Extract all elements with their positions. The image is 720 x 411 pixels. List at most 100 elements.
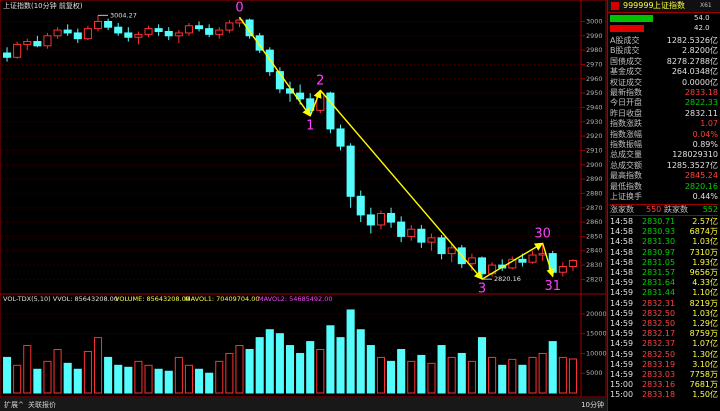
quote-value: 0.04% [692,129,718,139]
quote-row: 总成交额 1285.3527亿 [610,161,718,171]
candle-body [407,228,416,237]
trade-price: 2832.17 [642,329,676,339]
volume-bar [447,356,456,394]
candle-body [397,221,406,237]
trade-price: 2833.18 [642,390,676,400]
tab[interactable]: 关联报价 [28,400,56,409]
quote-label: 昨日收盘 [610,108,642,118]
volume-bar [326,325,335,394]
quote-row: 权证成交 0.0000亿 [610,78,718,88]
quote-value: 2.8200亿 [682,46,718,56]
trade-row: 15:00 2833.16 7681万 [610,380,718,390]
candle-body [93,20,103,30]
trade-row: 14:59 2833.19 3.10亿 [610,360,718,370]
candle-body [13,43,22,58]
trade-volume: 8759万 [689,329,718,339]
trade-row: 15:00 2833.18 1.50亿 [610,390,718,400]
volume-bar [285,345,295,394]
candle-body [124,32,133,38]
trade-time: 14:59 [610,319,634,328]
quote-value: 128029310 [672,150,718,160]
y-tick-label: 2950 [586,89,603,97]
name: 上证指数 [653,1,685,10]
trade-row: 14:59 2831.44 1.10亿 [610,288,718,298]
trade-row: 14:59 2832.50 1.03亿 [610,309,718,319]
quote-label: 最低指数 [610,181,642,191]
trade-time: 14:59 [610,339,634,349]
volume-bar [255,337,264,394]
candle-body [437,237,446,255]
quote-row: 最高指数 2845.24 [610,171,718,181]
y-tick-label: 2920 [586,132,603,140]
trade-price: 2830.97 [642,247,676,257]
quote-value: 264.0348亿 [671,67,718,77]
trade-volume: 8219万 [689,298,718,308]
trade-price: 2832.50 [642,308,676,318]
wave-label: 31 [544,279,561,294]
wave-arrow [309,89,322,117]
candle-body [174,32,183,37]
volume-bar [376,356,385,394]
candle-body [43,35,52,47]
trade-price: 2830.93 [642,227,676,237]
breadth-value: 552 [702,205,718,214]
quote-label: 上证换手 [610,192,642,201]
trade-price: 2831.30 [642,237,676,247]
trade-price: 2832.50 [642,319,676,328]
trade-row: 14:58 2830.97 7310万 [610,248,718,258]
trade-price: 2831.57 [642,268,676,277]
mavol1-label: MAVOL1: 70409704.00 [185,295,260,303]
quote-row: 指数振幅 0.89% [610,140,718,150]
volume-frame [0,293,607,398]
trade-volume: 1.50亿 [692,390,718,400]
volume-bar [3,356,12,394]
trade-price: 2833.19 [642,359,676,369]
y-tick-label: 2830 [586,261,603,269]
candle-body [467,257,476,265]
mavol2-label: MAVOL2: 54685492.00 [258,295,333,303]
quote-label: 今日开盘 [610,98,642,108]
volume-bar [13,364,22,394]
candle-body [225,22,234,31]
y-tick-label: 15000 [586,330,607,338]
trade-time: 14:58 [610,257,634,267]
quote-label: 指数振幅 [610,140,642,149]
trade-volume: 4.33亿 [692,278,718,288]
quote-label: 总成交量 [610,150,642,160]
candle-body [336,128,345,147]
trade-row: 14:59 2832.37 1.07亿 [610,339,718,349]
volume-bar [53,349,62,394]
wave-arrow [238,16,311,117]
candle-body [53,29,62,37]
volume-bar [477,337,487,394]
candle-body [427,237,436,243]
volume-bar [124,366,133,394]
volume-bar [467,360,476,394]
volume-bar [306,341,315,394]
trade-row: 14:59 2831.64 4.33亿 [610,278,718,288]
quote-row: 上证换手 0.44% [610,192,718,202]
volume-bar [73,368,82,394]
breadth-row: 涨家数 550 跌家数 552 [610,204,718,216]
y-tick-label: 2980 [586,46,603,54]
volume-bar [528,356,537,394]
volume-bar [195,368,204,394]
candle-body [255,35,264,51]
trade-price: 2831.64 [642,278,676,288]
candle-body [144,28,153,35]
y-tick-label: 2910 [586,146,603,154]
trade-volume: 1.29亿 [692,319,718,328]
y-tick-label: 20000 [586,310,607,318]
trade-price: 2830.71 [642,217,676,226]
tab[interactable]: 扩展^ [4,400,24,409]
volume-bar [518,364,527,394]
volume-bar [356,329,365,394]
trade-row: 14:58 2831.05 1.93亿 [610,258,718,268]
quote-value: 2845.24 [684,171,718,181]
volume-bar [538,352,547,394]
volume-bar [215,360,224,394]
volume-bar [558,356,567,394]
y-tick-label: 3000 [586,17,603,25]
trade-price: 2831.44 [642,288,676,298]
y-tick-label: 2900 [586,161,603,169]
